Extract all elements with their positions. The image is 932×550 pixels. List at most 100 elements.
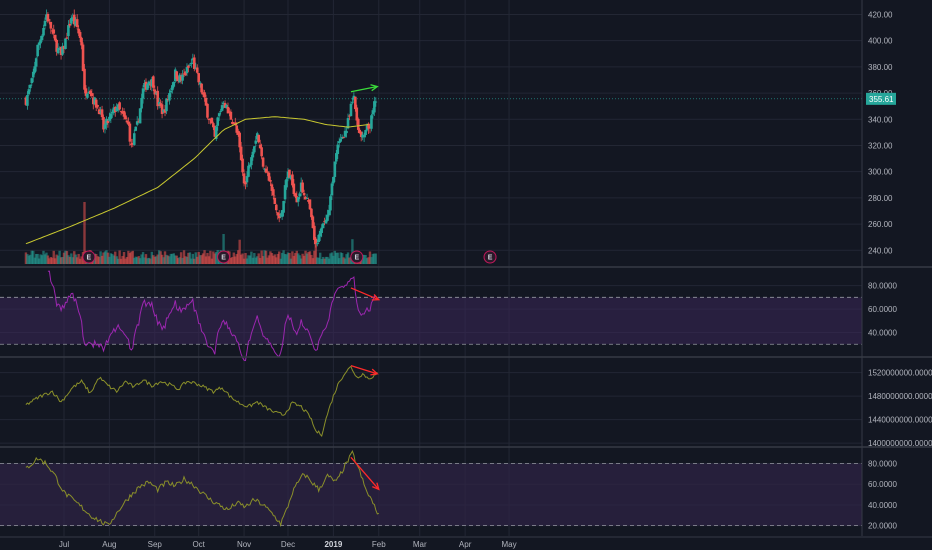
volume-bar [222, 234, 225, 264]
volume-bar [261, 256, 265, 264]
candle-body [232, 123, 236, 125]
candle-body [209, 118, 212, 121]
x-tick-label: Oct [192, 540, 205, 549]
candle-body [285, 179, 288, 188]
y-tick-label: 40.0000 [868, 329, 897, 338]
earnings-marker[interactable] [350, 250, 364, 264]
candle-body [68, 23, 72, 26]
candle-body [62, 45, 66, 49]
candle-body [255, 133, 259, 140]
candle-body [239, 146, 243, 161]
volume-bar [163, 251, 167, 264]
volume-bar [42, 250, 45, 264]
candle-body [261, 157, 265, 167]
candle-body [351, 102, 354, 104]
earnings-marker[interactable] [82, 250, 96, 264]
volume-bar [156, 254, 159, 264]
volume-bar [191, 253, 195, 264]
pane-separators[interactable] [0, 0, 932, 538]
volume-bar [106, 252, 110, 264]
candle-body [26, 95, 29, 106]
volume-bar [266, 257, 269, 264]
candle-body [315, 243, 319, 245]
candle-body [127, 121, 130, 125]
volume-bar [52, 250, 55, 264]
volume-bar [108, 256, 111, 264]
candle-body [152, 76, 155, 88]
candle-body [147, 81, 151, 85]
volume-bar [165, 254, 168, 264]
oscillator-pane[interactable] [0, 450, 862, 528]
volume-bar [203, 250, 206, 264]
time-axis[interactable]: Jul Aug Sep Oct Nov Dec 2019 Feb Mar Apr May [59, 540, 517, 549]
volume-bar [197, 251, 200, 264]
volume-bar [33, 257, 36, 264]
candle-body [254, 140, 258, 144]
candle-body [212, 123, 215, 128]
rsi-band [0, 297, 862, 345]
candle-body [279, 214, 282, 217]
candle-body [191, 58, 195, 61]
y-tick-label: 60.0000 [868, 480, 897, 489]
candle-body [185, 67, 189, 74]
volume-bar [27, 255, 31, 264]
trend-arrow-line [350, 365, 378, 375]
y-tick-label: 280.00 [868, 194, 893, 203]
volume-bar [152, 255, 155, 264]
y-tick-label: 60.0000 [868, 305, 897, 314]
y-tick-label: 80.0000 [868, 460, 897, 469]
x-tick-label: Mar [413, 540, 427, 549]
candle-body [30, 78, 34, 84]
x-tick-label: Dec [281, 540, 295, 549]
candle-body [86, 93, 89, 98]
volume-bar [48, 258, 51, 264]
y-tick-label: 1520000000.0000 [868, 369, 932, 378]
candle-body [264, 168, 268, 173]
candle-body [192, 57, 196, 69]
volume-bar [190, 258, 193, 264]
candle-body [250, 157, 253, 166]
volume-bar [111, 253, 114, 264]
volume-bar [237, 250, 240, 264]
x-tick-label: Jul [59, 540, 69, 549]
volume-bar [304, 250, 307, 264]
volume-bar [321, 256, 325, 264]
candle-body [206, 103, 209, 118]
volume-bar [242, 258, 246, 264]
volume-bar [36, 253, 39, 264]
volume-bar [100, 255, 104, 264]
volume-bar [319, 252, 322, 264]
candle-body [349, 103, 353, 117]
candle-body [37, 42, 41, 46]
earnings-marker-label: E [221, 255, 226, 262]
candle-body [244, 181, 247, 185]
volume-bar [282, 250, 285, 264]
earnings-marker[interactable] [483, 250, 497, 264]
volume-bar [301, 253, 304, 264]
candle-body [346, 118, 350, 129]
volume-bar [112, 255, 115, 264]
volume-bar [157, 250, 161, 264]
volume-indicator-trend-arrow [350, 365, 379, 376]
volume-bar [327, 258, 331, 264]
earnings-marker[interactable] [217, 250, 231, 264]
volume-bar [144, 254, 148, 264]
earnings-marker-label: E [354, 255, 359, 262]
y-tick-label: 340.00 [868, 115, 893, 124]
volume-bar [51, 257, 54, 264]
volume-bar [26, 254, 29, 264]
volume-bar [155, 256, 158, 264]
volume-bar [278, 251, 281, 264]
rsi-pane[interactable] [0, 270, 862, 362]
candle-body [116, 104, 120, 111]
volume-indicator-pane[interactable] [25, 365, 379, 437]
candle-body [204, 97, 208, 106]
volume-bar [256, 256, 259, 264]
volume-bar [349, 256, 353, 264]
candle-body [318, 230, 322, 237]
volume-bar [174, 255, 177, 264]
volume-bar [333, 250, 337, 264]
